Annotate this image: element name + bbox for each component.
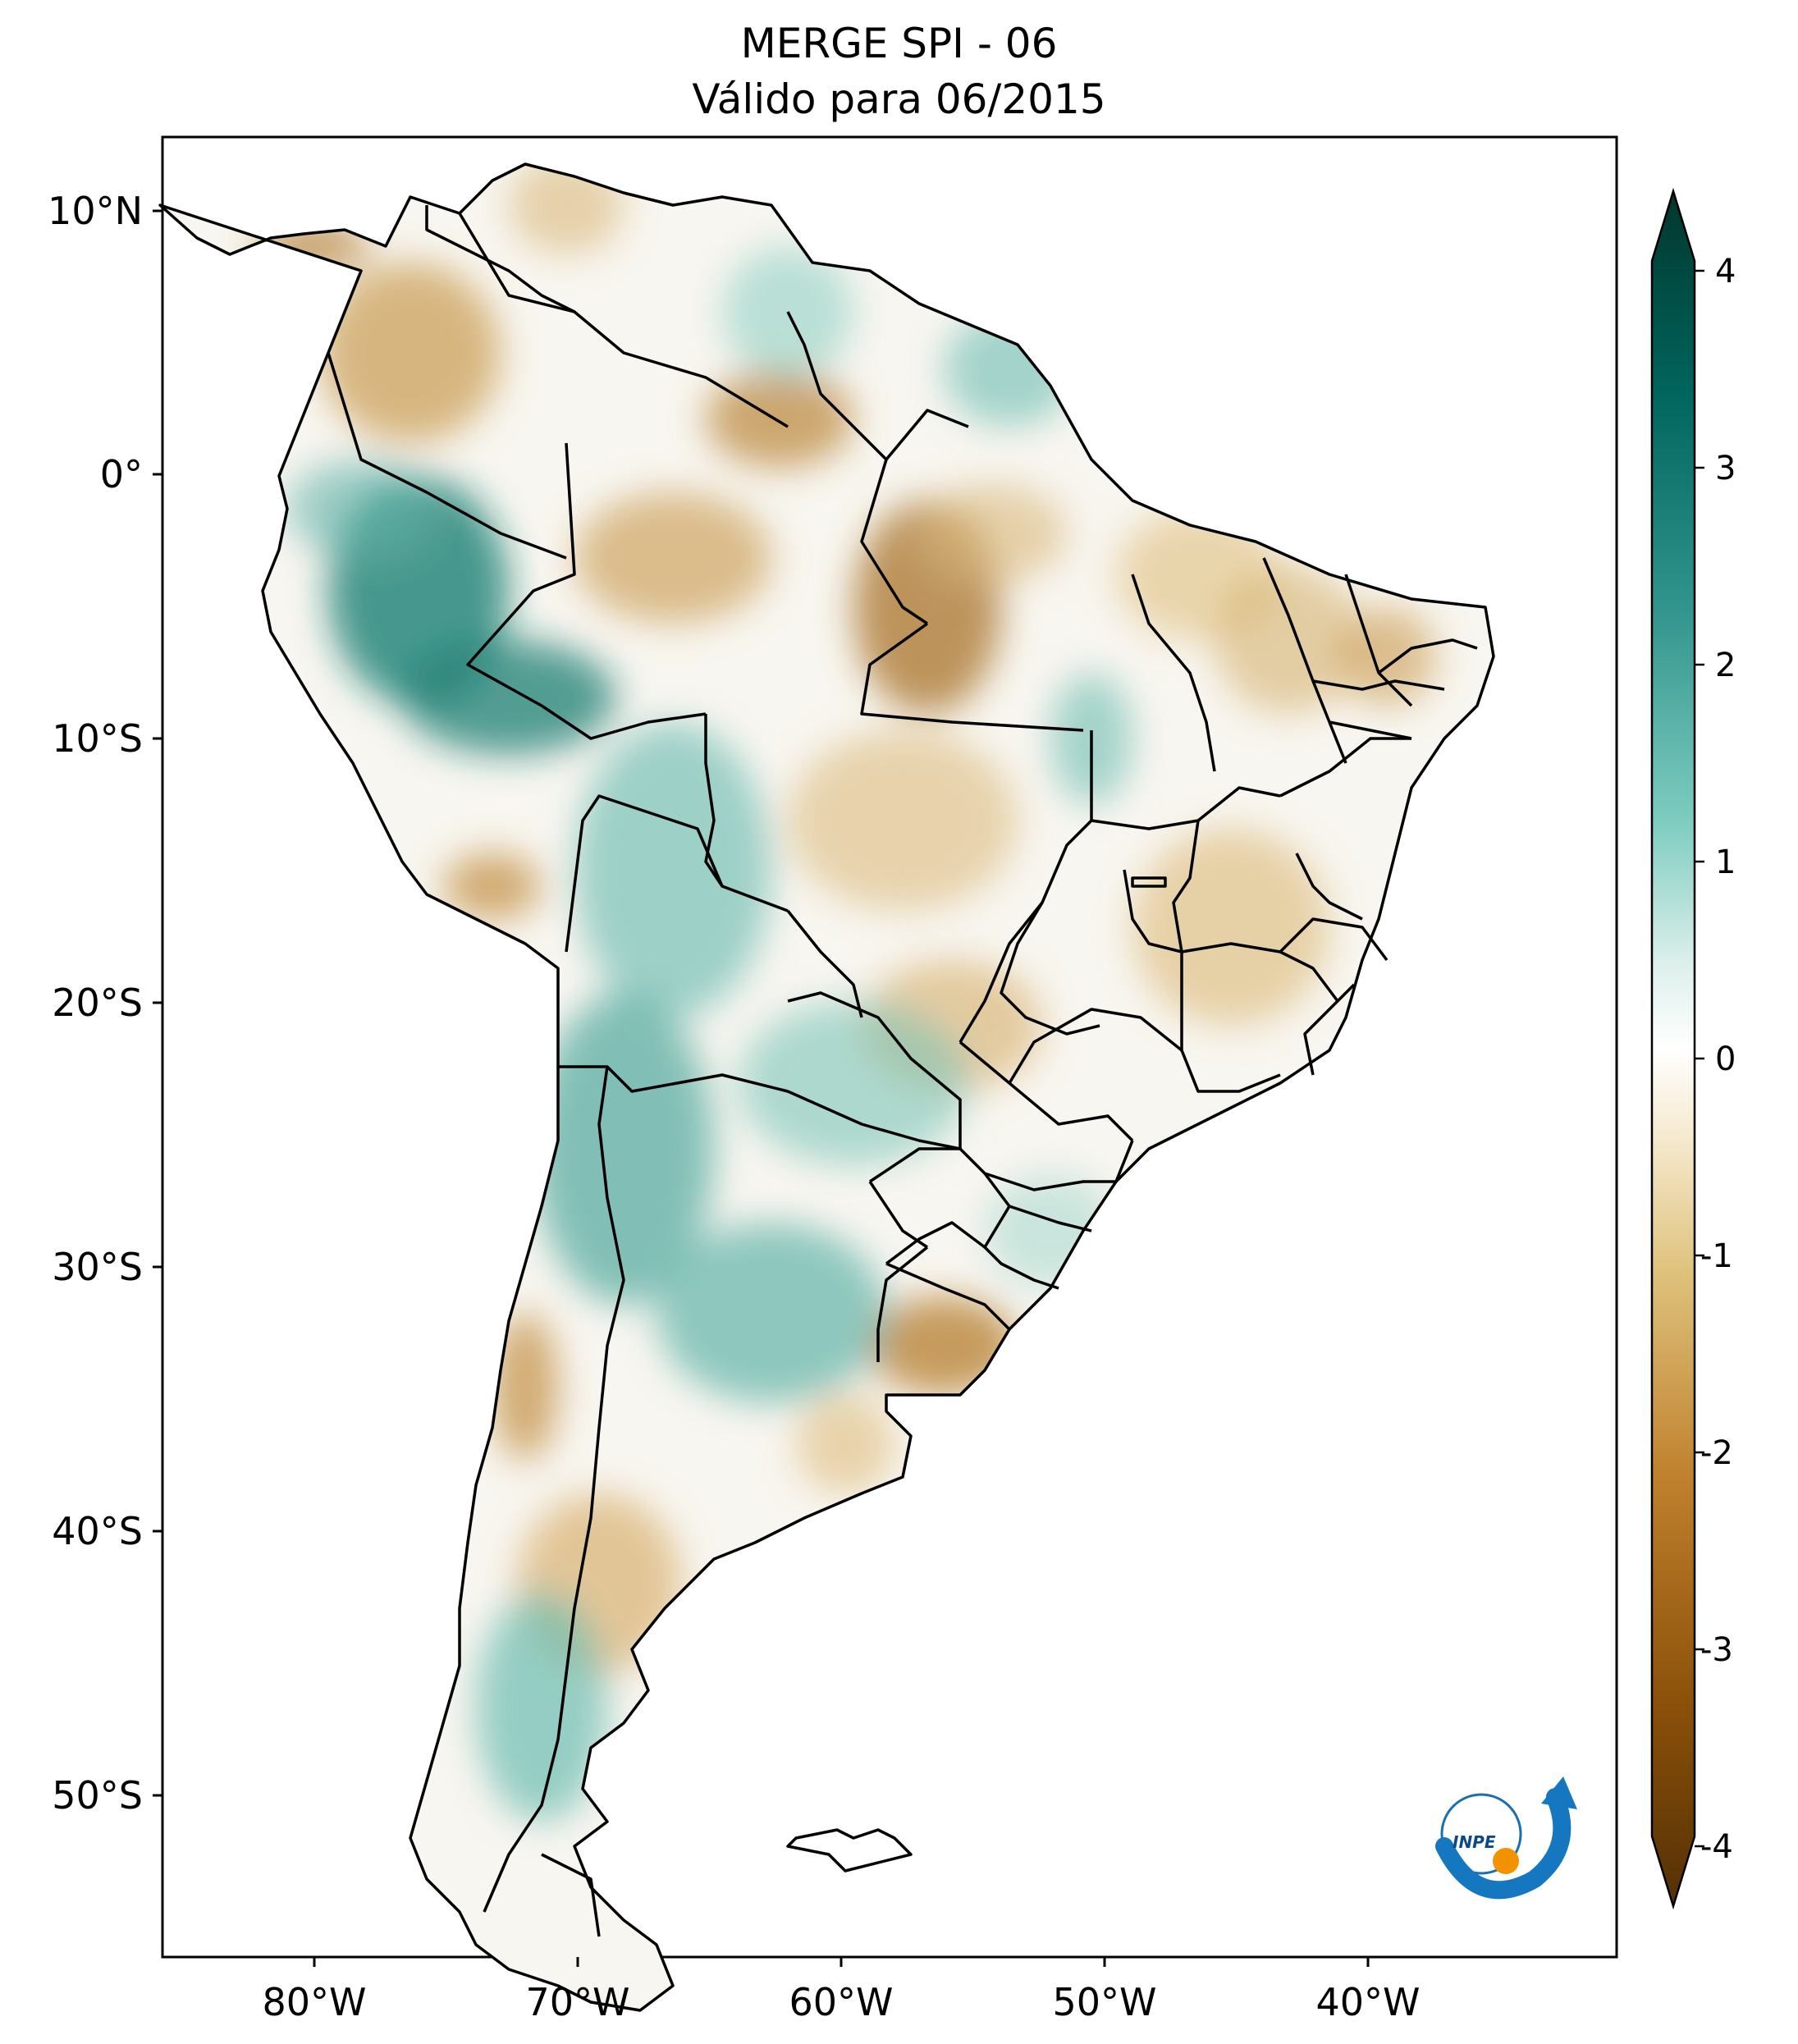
border-line <box>425 205 575 313</box>
wet-anomaly <box>402 640 615 755</box>
wet-anomaly <box>533 993 714 1305</box>
logo-text: INPE <box>1453 1832 1496 1852</box>
y-tick-label: 0° <box>100 452 143 496</box>
border-line <box>1172 820 1200 1050</box>
dry-anomaly <box>320 263 501 443</box>
border-line <box>458 213 789 428</box>
colorbar-label: 1 <box>1715 844 1736 881</box>
border-line <box>1008 1008 1183 1084</box>
border-line <box>1180 1049 1281 1093</box>
border-line <box>704 714 724 887</box>
border-line <box>983 1205 1059 1290</box>
dry-anomaly <box>574 492 771 624</box>
border-line <box>541 1853 601 1937</box>
y-tick-label: 50°S <box>52 1773 143 1818</box>
border-line <box>1312 679 1445 691</box>
border-line <box>565 794 789 953</box>
logo-arc <box>1435 1788 1572 1900</box>
dry-anomaly <box>788 730 1018 911</box>
border-line <box>958 1040 1134 1142</box>
y-tick-label: 10°N <box>48 189 143 233</box>
x-axis <box>313 1957 1370 1967</box>
border-line <box>1131 876 1167 888</box>
chart-title: MERGE SPI - 06 <box>740 20 1058 67</box>
border-line <box>1123 869 1183 953</box>
border-line <box>1131 574 1216 772</box>
wet-anomaly <box>287 460 435 558</box>
colorbar-label: -2 <box>1700 1434 1733 1472</box>
border-line <box>483 1066 625 1913</box>
colorbar-bar <box>1650 187 1696 1910</box>
dry-anomaly <box>706 369 853 468</box>
continent-outline <box>158 162 1495 2012</box>
dry-anomaly <box>492 1313 558 1461</box>
border-line <box>1303 983 1356 1076</box>
border-line <box>1377 638 1478 674</box>
border-line <box>786 1828 913 1873</box>
dry-anomaly <box>870 1296 1018 1395</box>
border-line <box>1279 737 1411 798</box>
border-line <box>1344 574 1413 707</box>
border-line <box>786 311 969 461</box>
border-line <box>1000 902 1100 1036</box>
border-line <box>885 1262 1011 1331</box>
dry-anomaly <box>919 484 1067 583</box>
logo-sun <box>1493 1848 1519 1874</box>
colorbar-label: 0 <box>1715 1040 1736 1078</box>
dry-anomaly <box>1215 566 1362 714</box>
wet-anomaly <box>657 1223 886 1403</box>
dry-anomaly <box>796 1395 894 1493</box>
border-line <box>787 1090 961 1150</box>
y-tick-label: 30°S <box>52 1245 143 1289</box>
colorbar-label: -3 <box>1700 1631 1733 1669</box>
border-line <box>1114 1140 1134 1182</box>
border-line <box>1279 917 1389 962</box>
inpe-logo: INPE <box>1435 1776 1577 1900</box>
colorbar-label: -4 <box>1700 1828 1733 1866</box>
colorbar-label: 4 <box>1715 253 1736 290</box>
border-line <box>327 352 567 560</box>
border-line <box>868 1181 928 1249</box>
logo-globe <box>1440 1793 1522 1875</box>
x-tick-label: 70°W <box>525 1980 629 2024</box>
political-borders <box>327 205 1478 1937</box>
border-line <box>558 1065 789 1093</box>
border-line <box>860 622 1084 732</box>
x-tick-label: 50°W <box>1052 1980 1156 2024</box>
dry-anomaly <box>443 853 542 919</box>
border-line <box>983 1172 1092 1232</box>
colorbar-label: 2 <box>1715 647 1736 684</box>
y-axis <box>153 209 162 1797</box>
wet-anomaly <box>574 722 771 1017</box>
chart-subtitle: Válido para 06/2015 <box>692 75 1106 123</box>
spi-field <box>160 164 1494 2010</box>
border-line <box>466 442 707 740</box>
border-line <box>1329 720 1412 740</box>
y-tick-label: 40°S <box>52 1509 143 1553</box>
colorbar: 4 3 2 1 0 -1 -2 -3 -4 <box>1650 187 1736 1910</box>
colorbar-label: -1 <box>1700 1237 1733 1275</box>
dry-anomaly <box>1338 607 1436 706</box>
x-tick-label: 40°W <box>1315 1980 1420 2024</box>
border-line <box>1295 853 1363 921</box>
border-line <box>786 909 863 1018</box>
border-line <box>958 1147 1116 1191</box>
x-tick-label: 80°W <box>262 1980 366 2024</box>
border-line <box>787 991 962 1183</box>
border-line <box>885 1221 986 1265</box>
border-line <box>876 1246 929 1362</box>
y-tick-label: 10°S <box>52 716 143 761</box>
wet-anomaly <box>739 1001 968 1165</box>
wet-anomaly <box>476 1592 607 1822</box>
logo-arrow-icon <box>1541 1776 1577 1809</box>
x-tick-label: 60°W <box>789 1980 893 2024</box>
border-line <box>860 459 928 625</box>
y-tick-label: 20°S <box>52 981 143 1025</box>
colorbar-label: 3 <box>1715 450 1736 487</box>
